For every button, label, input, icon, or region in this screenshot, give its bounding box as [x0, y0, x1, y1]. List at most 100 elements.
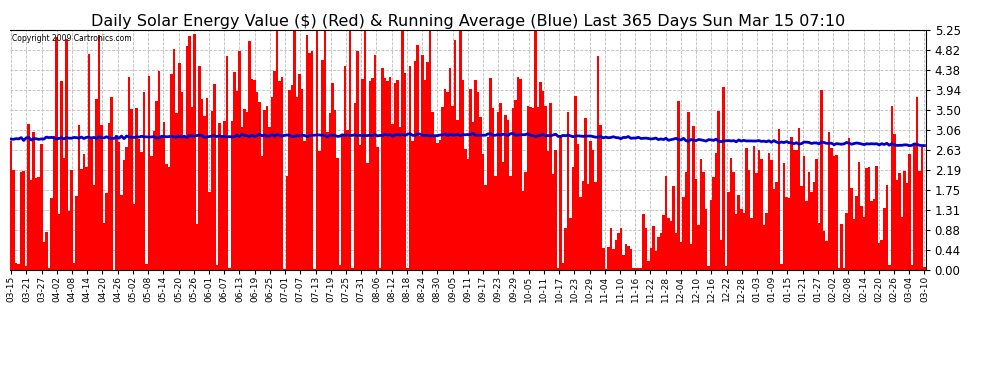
- Bar: [381, 68, 384, 270]
- Bar: [15, 263, 18, 270]
- Bar: [733, 172, 735, 270]
- Bar: [913, 144, 916, 270]
- Bar: [45, 232, 48, 270]
- Bar: [437, 143, 439, 270]
- Bar: [121, 195, 123, 270]
- Bar: [718, 111, 720, 270]
- Bar: [389, 77, 391, 270]
- Bar: [878, 243, 880, 270]
- Bar: [65, 39, 67, 270]
- Bar: [77, 125, 80, 270]
- Bar: [250, 79, 253, 270]
- Bar: [497, 112, 499, 270]
- Bar: [281, 77, 283, 270]
- Bar: [158, 71, 160, 270]
- Bar: [454, 40, 456, 270]
- Bar: [542, 91, 545, 270]
- Bar: [379, 268, 381, 270]
- Bar: [896, 180, 898, 270]
- Bar: [439, 140, 442, 270]
- Bar: [901, 217, 903, 270]
- Bar: [57, 214, 60, 270]
- Bar: [456, 120, 459, 270]
- Bar: [208, 192, 211, 270]
- Bar: [226, 56, 228, 270]
- Bar: [432, 112, 434, 270]
- Bar: [301, 89, 304, 270]
- Bar: [664, 176, 667, 270]
- Bar: [82, 154, 85, 270]
- Bar: [562, 263, 564, 270]
- Bar: [344, 66, 346, 270]
- Bar: [921, 147, 923, 270]
- Bar: [98, 34, 100, 270]
- Bar: [923, 267, 926, 270]
- Bar: [180, 92, 183, 270]
- Bar: [522, 191, 525, 270]
- Bar: [33, 132, 35, 270]
- Bar: [351, 268, 353, 270]
- Bar: [448, 68, 451, 270]
- Bar: [873, 199, 875, 270]
- Bar: [916, 97, 918, 270]
- Bar: [10, 141, 13, 270]
- Bar: [368, 81, 371, 270]
- Bar: [554, 150, 556, 270]
- Bar: [218, 123, 221, 270]
- Bar: [427, 62, 429, 270]
- Bar: [903, 171, 906, 270]
- Bar: [821, 90, 823, 270]
- Bar: [399, 127, 401, 270]
- Bar: [183, 137, 185, 270]
- Bar: [213, 84, 216, 270]
- Bar: [228, 268, 231, 270]
- Bar: [13, 170, 15, 270]
- Bar: [755, 173, 757, 270]
- Bar: [311, 51, 314, 270]
- Bar: [697, 225, 700, 270]
- Bar: [244, 109, 246, 270]
- Bar: [492, 108, 494, 270]
- Bar: [790, 137, 793, 270]
- Bar: [484, 185, 487, 270]
- Bar: [584, 118, 587, 270]
- Bar: [742, 213, 745, 270]
- Bar: [745, 147, 747, 270]
- Bar: [487, 137, 489, 270]
- Bar: [342, 136, 344, 270]
- Bar: [30, 180, 33, 270]
- Bar: [95, 99, 98, 270]
- Bar: [685, 172, 687, 270]
- Bar: [519, 79, 522, 270]
- Bar: [411, 141, 414, 270]
- Bar: [286, 176, 288, 270]
- Bar: [196, 224, 198, 270]
- Bar: [875, 166, 878, 270]
- Bar: [549, 103, 551, 270]
- Bar: [842, 268, 845, 270]
- Bar: [72, 263, 75, 270]
- Bar: [246, 111, 248, 270]
- Bar: [18, 264, 20, 270]
- Bar: [818, 223, 821, 270]
- Bar: [615, 240, 617, 270]
- Bar: [178, 63, 180, 270]
- Bar: [725, 266, 728, 270]
- Bar: [657, 237, 659, 270]
- Bar: [622, 255, 625, 270]
- Bar: [90, 138, 93, 270]
- Bar: [908, 154, 911, 270]
- Bar: [865, 168, 868, 270]
- Bar: [530, 107, 532, 270]
- Bar: [594, 183, 597, 270]
- Bar: [188, 36, 190, 270]
- Bar: [143, 92, 146, 270]
- Bar: [527, 106, 530, 270]
- Bar: [93, 185, 95, 270]
- Bar: [695, 179, 697, 270]
- Bar: [248, 41, 250, 270]
- Bar: [271, 98, 273, 270]
- Bar: [391, 124, 394, 270]
- Bar: [617, 233, 620, 270]
- Bar: [481, 153, 484, 270]
